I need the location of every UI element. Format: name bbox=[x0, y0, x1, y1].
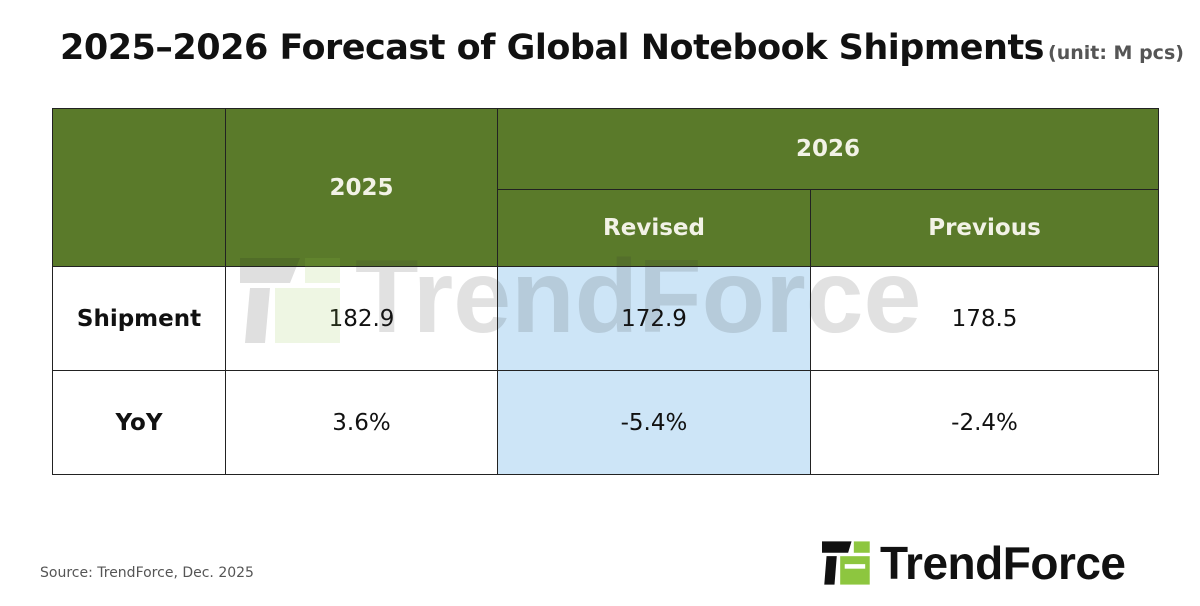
logo-text: TrendForce bbox=[880, 537, 1126, 589]
trendforce-logo: TrendForce bbox=[822, 536, 1126, 590]
title-text: 2025–2026 Forecast of Global Notebook Sh… bbox=[60, 28, 1045, 68]
cell-previous: 178.5 bbox=[809, 266, 1160, 371]
trendforce-logo-icon bbox=[822, 541, 870, 585]
header-2025: 2025 bbox=[225, 108, 498, 267]
table-row: Shipment 182.9 172.9 178.5 bbox=[52, 266, 1160, 371]
header-empty-cell bbox=[52, 108, 226, 267]
cell-previous: -2.4% bbox=[809, 370, 1160, 475]
table-row: YoY 3.6% -5.4% -2.4% bbox=[52, 370, 1160, 475]
page-title: 2025–2026 Forecast of Global Notebook Sh… bbox=[60, 28, 1184, 68]
unit-label: (unit: M pcs) bbox=[1048, 42, 1184, 64]
cell-2025: 3.6% bbox=[225, 370, 498, 475]
row-label: Shipment bbox=[52, 266, 226, 371]
forecast-table: 2025 2026 Revised Previous Shipment 182.… bbox=[52, 108, 1160, 475]
row-label: YoY bbox=[52, 370, 226, 475]
cell-2025: 182.9 bbox=[225, 266, 498, 371]
cell-revised: -5.4% bbox=[497, 370, 811, 475]
source-note: Source: TrendForce, Dec. 2025 bbox=[40, 565, 254, 581]
header-2026: 2026 bbox=[496, 108, 1160, 190]
header-previous: Previous bbox=[809, 189, 1160, 267]
header-revised: Revised bbox=[497, 189, 811, 267]
cell-revised: 172.9 bbox=[497, 266, 811, 371]
